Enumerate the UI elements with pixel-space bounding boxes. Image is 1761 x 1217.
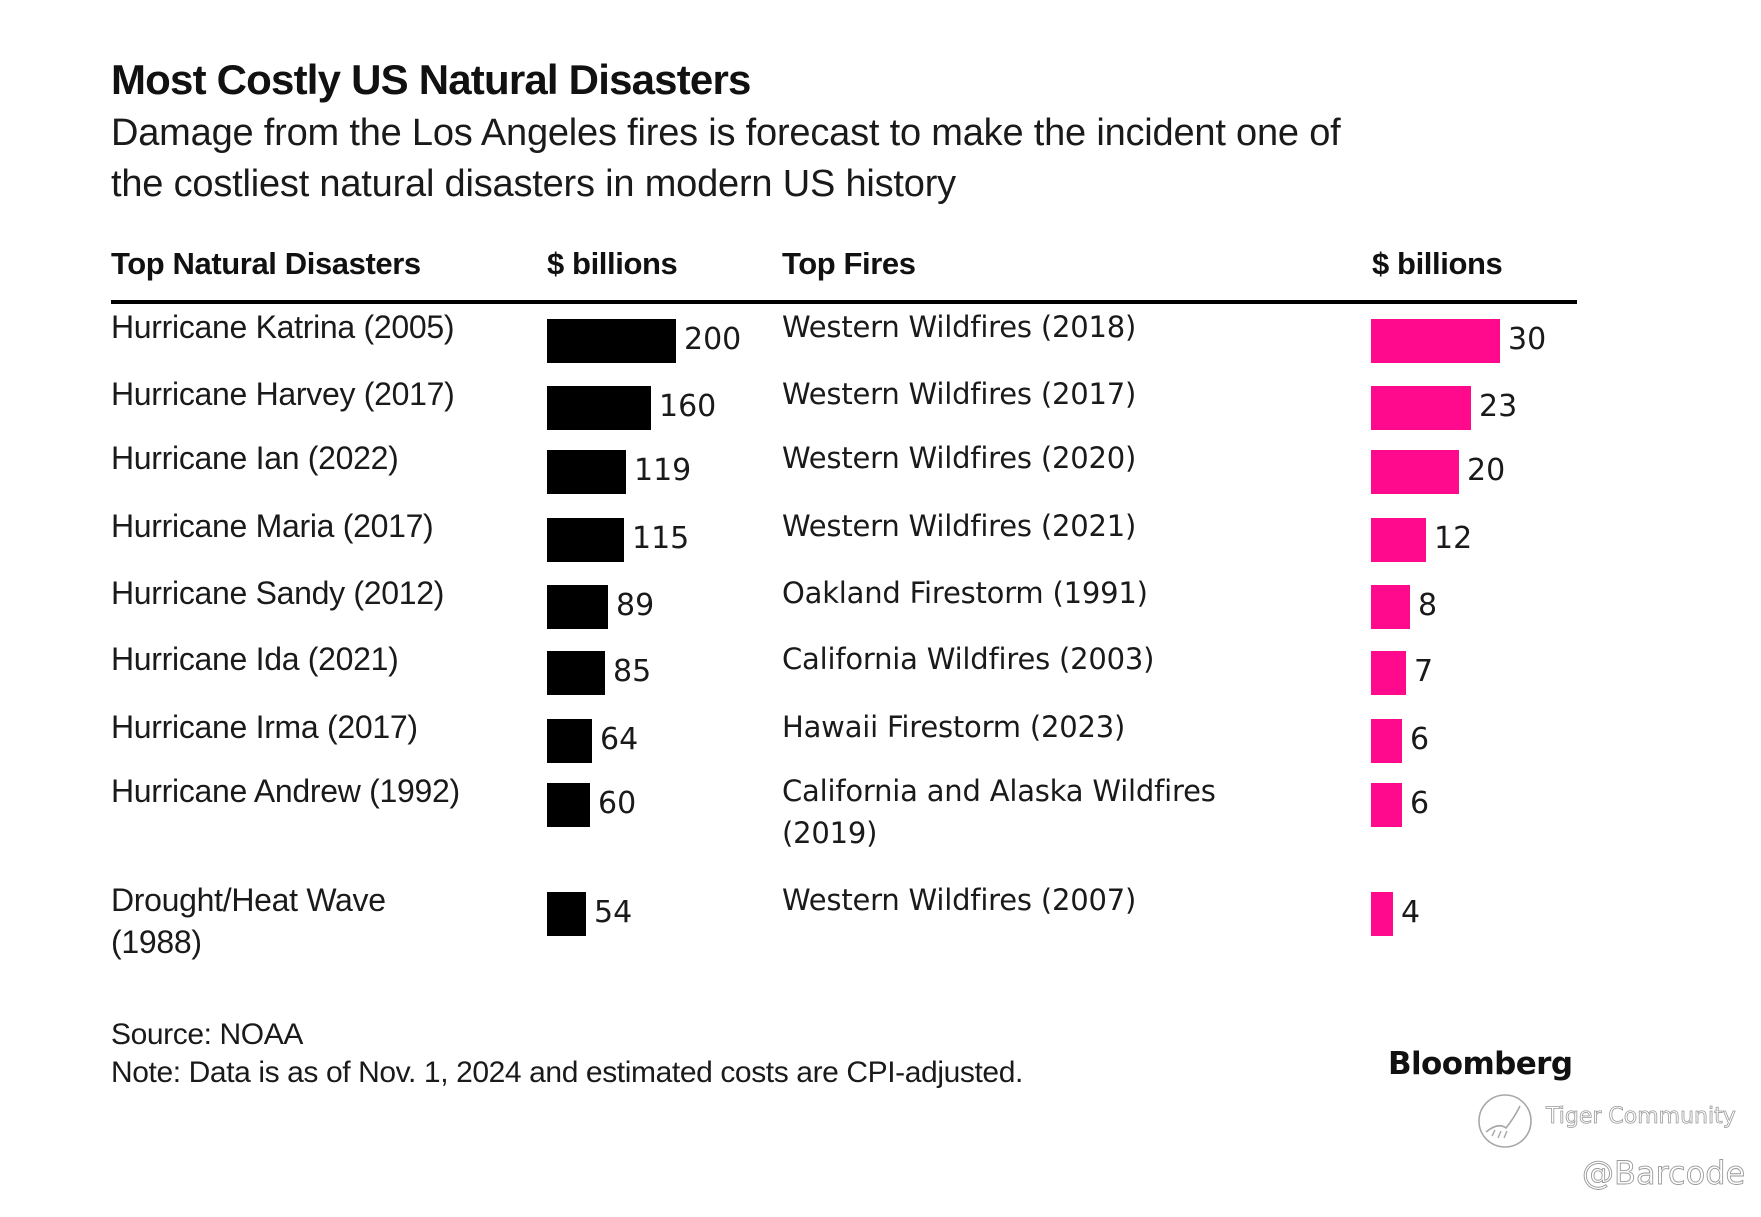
right-row-label: Western Wildfires (2007) [782,879,1302,921]
right-value-label: 8 [1418,588,1438,623]
row-label-line: California Wildfires (2003) [782,642,1155,676]
left-row-label: Hurricane Sandy (2012) [111,572,531,614]
watermark-handle: @Barcode [1582,1154,1746,1193]
left-value-label: 89 [616,588,655,623]
left-value-label: 60 [598,786,637,821]
right-bar [1371,518,1426,562]
row-label-line: Western Wildfires (2017) [782,377,1137,411]
left-value-label: 119 [634,453,692,488]
right-bar [1371,719,1402,763]
right-bar [1371,651,1406,695]
left-row-label: Hurricane Harvey (2017) [111,373,531,415]
header-right-unit: $ billions [1372,246,1503,281]
left-bar [547,783,590,827]
left-value-label: 54 [594,895,633,930]
left-bar [547,892,586,936]
left-row-label: Hurricane Ida (2021) [111,638,531,680]
row-label-line: Hurricane Maria (2017) [111,508,434,544]
row-label-line: Hawaii Firestorm (2023) [782,710,1126,744]
left-bar [547,450,626,494]
header-divider [111,300,1577,304]
left-value-label: 64 [600,722,639,757]
right-value-label: 23 [1479,389,1518,424]
chart-subtitle-line-1: Damage from the Los Angeles fires is for… [111,112,1341,154]
row-label-line: Drought/Heat Wave [111,882,386,918]
right-value-label: 20 [1467,453,1506,488]
row-label-line: Oakland Firestorm (1991) [782,576,1148,610]
right-value-label: 6 [1410,786,1430,821]
row-label-line: Western Wildfires (2020) [782,441,1137,475]
row-label-line: California and Alaska Wildfires [782,774,1216,808]
right-row-label: California Wildfires (2003) [782,638,1302,680]
source-note: Source: NOAA [111,1018,303,1051]
left-value-label: 200 [684,322,742,357]
right-bar [1371,585,1410,629]
watermark-text: Tiger Community [1546,1104,1737,1130]
chart-title: Most Costly US Natural Disasters [111,56,751,103]
row-label-line: Hurricane Ian (2022) [111,440,399,476]
left-row-label: Hurricane Katrina (2005) [111,306,531,348]
row-label-line: (2019) [782,816,878,850]
left-bar [547,651,605,695]
header-left-unit: $ billions [547,246,678,281]
row-label-line: Hurricane Katrina (2005) [111,309,455,345]
right-row-label: California and Alaska Wildfires (2019) [782,770,1302,854]
row-label-line: Western Wildfires (2021) [782,509,1137,543]
footnote: Note: Data is as of Nov. 1, 2024 and est… [111,1056,1023,1089]
bloomberg-logo: Bloomberg [1388,1046,1573,1082]
header-top-fires: Top Fires [782,246,916,281]
left-bar [547,518,624,562]
row-label-line: Hurricane Harvey (2017) [111,376,455,412]
right-value-label: 6 [1410,722,1430,757]
left-row-label: Hurricane Ian (2022) [111,437,531,479]
left-value-label: 160 [659,389,717,424]
left-bar [547,386,651,430]
row-label-line: Hurricane Irma (2017) [111,709,418,745]
right-value-label: 12 [1434,521,1473,556]
row-label-line: (1988) [111,924,202,960]
left-value-label: 115 [632,521,690,556]
right-value-label: 4 [1401,895,1421,930]
chart-subtitle-line-2: the costliest natural disasters in moder… [111,163,956,205]
right-row-label: Western Wildfires (2020) [782,437,1302,479]
right-value-label: 30 [1508,322,1547,357]
right-value-label: 7 [1414,654,1434,689]
right-bar [1371,319,1500,363]
left-row-label: Drought/Heat Wave (1988) [111,879,531,963]
right-bar [1371,892,1393,936]
row-label-line: Hurricane Ida (2021) [111,641,399,677]
right-bar [1371,783,1402,827]
right-row-label: Western Wildfires (2021) [782,505,1302,547]
right-row-label: Oakland Firestorm (1991) [782,572,1302,614]
left-bar [547,719,592,763]
left-bar [547,319,676,363]
right-bar [1371,450,1459,494]
right-bar [1371,386,1471,430]
left-row-label: Hurricane Maria (2017) [111,505,531,547]
row-label-line: Hurricane Sandy (2012) [111,575,445,611]
right-row-label: Western Wildfires (2018) [782,306,1302,348]
right-row-label: Western Wildfires (2017) [782,373,1302,415]
left-value-label: 85 [613,654,652,689]
row-label-line: Western Wildfires (2007) [782,883,1137,917]
row-label-line: Hurricane Andrew (1992) [111,773,460,809]
header-top-natural-disasters: Top Natural Disasters [111,246,421,281]
left-bar [547,585,608,629]
left-row-label: Hurricane Andrew (1992) [111,770,531,812]
right-row-label: Hawaii Firestorm (2023) [782,706,1302,748]
left-row-label: Hurricane Irma (2017) [111,706,531,748]
row-label-line: Western Wildfires (2018) [782,310,1137,344]
tiger-community-logo-icon [1478,1094,1532,1148]
